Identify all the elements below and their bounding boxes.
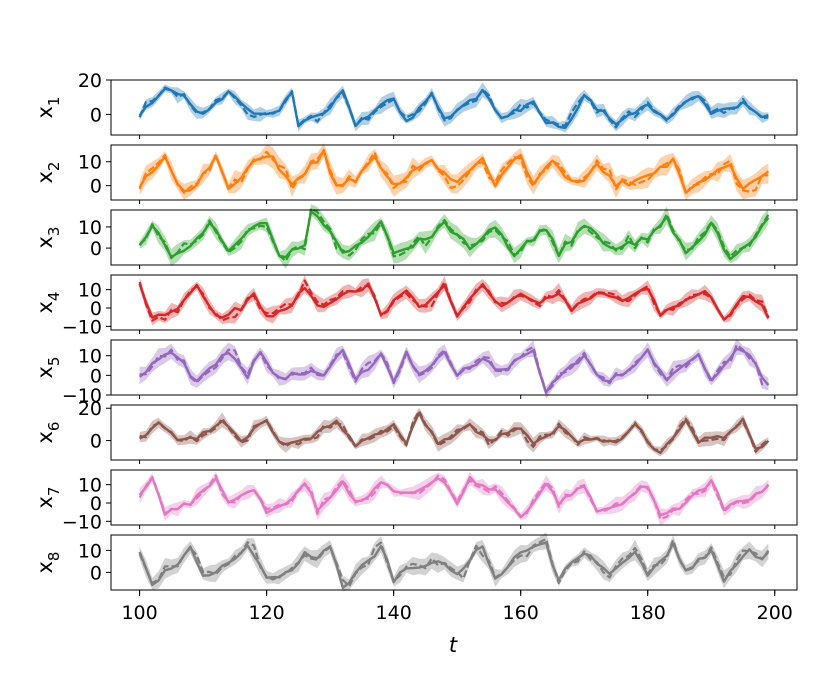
y-tick-label: 10 — [78, 280, 102, 302]
y-tick-label: −10 — [62, 385, 102, 407]
x-tick-label: 140 — [376, 602, 412, 624]
y-axis-label-x2: x2 — [33, 162, 63, 184]
y-tick-label: 10 — [78, 475, 102, 497]
panel-x3: 100 x3 — [33, 204, 798, 269]
predicted-line-x8 — [138, 537, 770, 588]
true-line-x8 — [138, 541, 770, 589]
true-line-x7 — [138, 475, 770, 519]
panel-x2: 100 x2 — [33, 142, 798, 204]
panel-x5: 100−10 x5 — [33, 338, 798, 407]
y-tick-label: 0 — [90, 365, 102, 387]
uncertainty-band-x1 — [139, 82, 769, 133]
uncertainty-band-x2 — [139, 142, 769, 201]
y-tick-label: 0 — [90, 104, 102, 126]
y-tick-label: 0 — [90, 298, 102, 320]
y-tick-label: 0 — [90, 238, 102, 260]
true-line-x4 — [138, 282, 770, 321]
x-axis-label: t — [449, 633, 458, 657]
x-tick-label: 160 — [503, 602, 539, 624]
panel-x6: 20 0 x6 — [33, 398, 798, 464]
panel-frame — [110, 469, 798, 526]
true-line-x1 — [138, 87, 769, 130]
y-tick-label: −10 — [62, 316, 102, 338]
predicted-line-x2 — [138, 149, 769, 195]
panel-x8: 100 x8 — [33, 532, 798, 594]
true-line-x5 — [138, 347, 770, 394]
x-tick-label: 180 — [630, 602, 666, 624]
uncertainty-band-x3 — [139, 204, 769, 269]
panel-frame — [110, 144, 798, 201]
y-axis-label-x7: x7 — [33, 487, 63, 509]
x-tick-label: 120 — [248, 602, 284, 624]
true-line-x3 — [138, 210, 770, 261]
panels-group: 200x1100x2100x3100−10x4100−10x5200x6100−… — [33, 70, 798, 594]
panel-frame — [110, 209, 798, 266]
panel-frame — [110, 534, 798, 591]
uncertainty-band-x8 — [139, 532, 769, 592]
y-tick-label: 20 — [78, 70, 102, 92]
y-axis-label-x1: x1 — [33, 97, 63, 119]
y-axis-label-x3: x3 — [33, 227, 63, 249]
x-tick-label: 200 — [757, 602, 793, 624]
y-tick-label: 0 — [90, 493, 102, 515]
panel-frame — [110, 274, 798, 331]
y-tick-label: 10 — [78, 540, 102, 562]
y-tick-label: 10 — [78, 217, 102, 239]
y-tick-label: −10 — [62, 511, 102, 533]
true-line-x6 — [139, 411, 770, 455]
y-tick-label: 10 — [78, 346, 102, 368]
shared-x-axis: 100 120 140 160 180 200 — [121, 590, 793, 624]
y-tick-label: 10 — [78, 152, 102, 174]
y-axis-label-x6: x6 — [33, 422, 63, 444]
y-axis-label-x5: x5 — [33, 357, 63, 379]
x-tick-label: 100 — [121, 602, 157, 624]
panel-frame — [110, 79, 798, 136]
panel-frame — [110, 404, 798, 461]
panel-frame — [110, 339, 798, 396]
y-tick-label: 0 — [90, 562, 102, 584]
y-tick-label: 0 — [90, 431, 102, 453]
true-line-x2 — [138, 148, 770, 194]
y-tick-label: 20 — [78, 398, 102, 420]
panel-x1: 20 0 x1 — [33, 70, 798, 139]
y-axis-label-x8: x8 — [33, 552, 63, 574]
y-tick-label: 0 — [90, 176, 102, 198]
y-axis-label-x4: x4 — [33, 292, 63, 314]
